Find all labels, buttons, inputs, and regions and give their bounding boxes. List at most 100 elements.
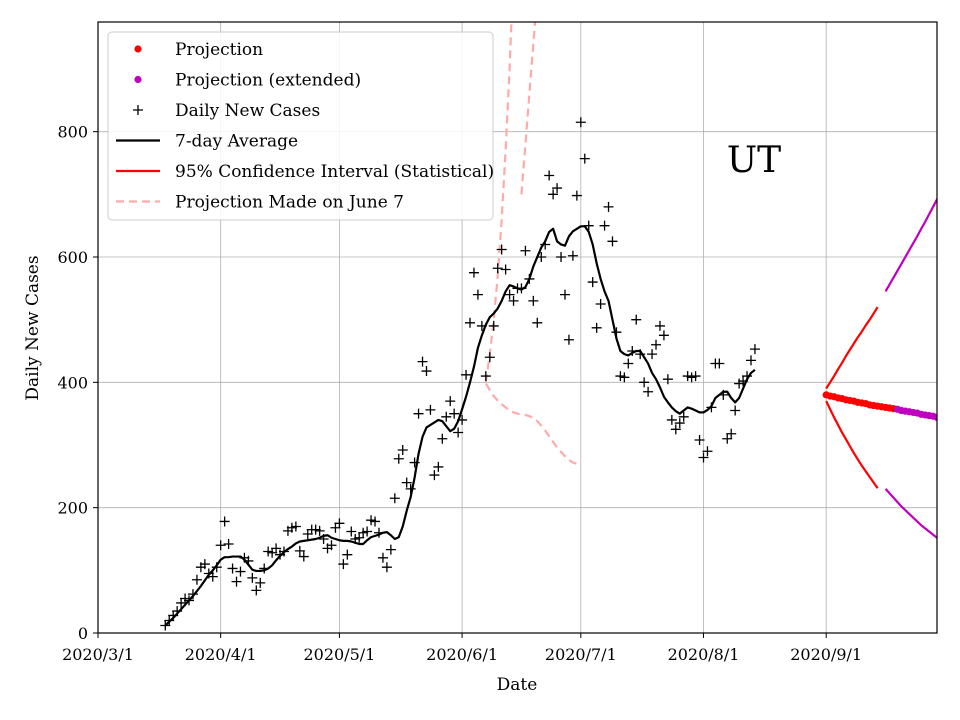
daily-cases-point <box>532 317 543 328</box>
daily-cases-point <box>334 518 345 529</box>
daily-cases-point <box>559 289 570 300</box>
daily-cases-point <box>231 576 242 587</box>
daily-cases-point <box>544 170 555 181</box>
95-ci-upper-extended-line <box>884 196 937 293</box>
daily-cases-point <box>730 405 741 416</box>
daily-cases-point <box>342 549 353 560</box>
daily-cases-point <box>461 369 472 380</box>
daily-cases-point <box>508 295 519 306</box>
daily-cases-point <box>579 153 590 164</box>
daily-cases-point <box>575 117 586 128</box>
daily-cases-point <box>658 330 669 341</box>
axes: 2020/3/1 2020/4/1 2020/5/1 2020/6/1 2020/7/1… <box>57 123 862 664</box>
daily-cases-point <box>397 445 408 456</box>
x-tick-label: 2020/6/1 <box>426 645 498 664</box>
daily-cases-point <box>599 220 610 231</box>
daily-cases-point <box>199 559 210 570</box>
y-tick-label: 0 <box>78 624 88 643</box>
daily-cases-point <box>294 545 305 556</box>
y-tick-label: 800 <box>57 123 88 142</box>
daily-cases-point <box>749 344 760 355</box>
daily-cases-point <box>678 411 689 422</box>
daily-cases-point <box>437 433 448 444</box>
daily-cases-point <box>631 314 642 325</box>
daily-cases-point <box>651 339 662 350</box>
daily-cases-point <box>191 574 202 585</box>
daily-cases-point <box>235 566 246 577</box>
daily-cases-point <box>492 263 503 274</box>
daily-cases-point <box>251 585 262 596</box>
daily-cases-point <box>745 355 756 366</box>
daily-cases-point <box>726 428 737 439</box>
daily-cases-point <box>556 252 567 262</box>
y-axis-label: Daily New Cases <box>23 255 43 400</box>
daily-cases-point <box>449 408 460 419</box>
legend-label: 7-day Average <box>175 132 298 152</box>
legend-label: 95% Confidence Interval (Statistical) <box>175 162 494 182</box>
daily-cases-point <box>484 352 495 363</box>
daily-cases-point <box>654 320 665 331</box>
daily-cases-point <box>552 183 563 194</box>
y-tick-label: 200 <box>57 499 88 518</box>
95-ci-lower-line <box>825 400 879 489</box>
projection-extended-point <box>949 417 956 424</box>
legend: Projection Projection (extended) Daily New… <box>107 31 494 221</box>
x-tick-label: 2020/9/1 <box>790 645 862 664</box>
x-tick-label: 2020/3/1 <box>62 645 134 664</box>
daily-cases-point <box>662 374 673 385</box>
daily-cases-point <box>223 539 234 550</box>
daily-cases-point <box>500 264 511 275</box>
daily-cases-point <box>370 516 381 527</box>
daily-cases-point <box>417 356 428 367</box>
x-tick-label: 2020/4/1 <box>185 645 257 664</box>
legend-label: Projection Made on June 7 <box>175 193 404 213</box>
daily-cases-point <box>393 453 404 464</box>
projection-made-on-june-7-upper-line <box>484 22 513 383</box>
daily-cases-point <box>401 477 412 488</box>
legend-label: Projection (extended) <box>175 71 361 91</box>
daily-cases-point <box>433 461 444 472</box>
daily-cases-point <box>571 190 582 201</box>
daily-cases-point <box>714 358 725 369</box>
daily-cases-point <box>591 322 602 333</box>
daily-cases-point <box>670 424 681 435</box>
daily-cases-point <box>326 540 337 551</box>
legend-label: Daily New Cases <box>175 101 320 121</box>
legend-marker-dot <box>134 75 142 84</box>
legend-marker-dot <box>134 45 142 53</box>
daily-cases-point <box>354 532 365 543</box>
projection-made-on-june-7-middle-line <box>484 383 578 465</box>
daily-cases-point <box>465 317 476 328</box>
daily-cases-point <box>548 189 559 200</box>
daily-cases-point <box>698 452 709 463</box>
daily-cases-point <box>472 289 483 300</box>
daily-cases-point <box>346 526 357 537</box>
daily-cases-point <box>563 334 574 345</box>
daily-cases-point <box>255 577 266 588</box>
daily-cases-point <box>160 620 171 631</box>
legend-label: Projection <box>175 40 263 60</box>
daily-cases-point <box>290 521 301 532</box>
daily-cases-point <box>607 236 618 247</box>
daily-cases-point <box>429 470 440 481</box>
daily-cases-point <box>504 289 515 300</box>
daily-cases-point <box>338 559 349 570</box>
95-ci-lower-extended-line <box>884 488 937 540</box>
x-tick-label: 2020/8/1 <box>668 645 740 664</box>
projection-extended-point <box>937 414 944 421</box>
daily-cases-point <box>619 372 630 383</box>
legend-marker-plus <box>133 105 143 115</box>
daily-cases-point <box>227 563 238 574</box>
daily-cases-point <box>445 396 456 407</box>
daily-cases-point <box>247 572 258 583</box>
projection-extended-point <box>953 418 960 425</box>
daily-cases-point <box>453 427 464 438</box>
projection-made-on-june-7-lower-line <box>520 22 537 195</box>
legend-box <box>107 31 494 221</box>
daily-cases-point <box>385 544 396 555</box>
daily-cases-point <box>567 250 578 261</box>
daily-cases-point <box>215 540 226 551</box>
daily-cases-point <box>271 543 282 554</box>
daily-cases-point <box>314 525 325 536</box>
x-axis-label: Date <box>497 675 538 695</box>
